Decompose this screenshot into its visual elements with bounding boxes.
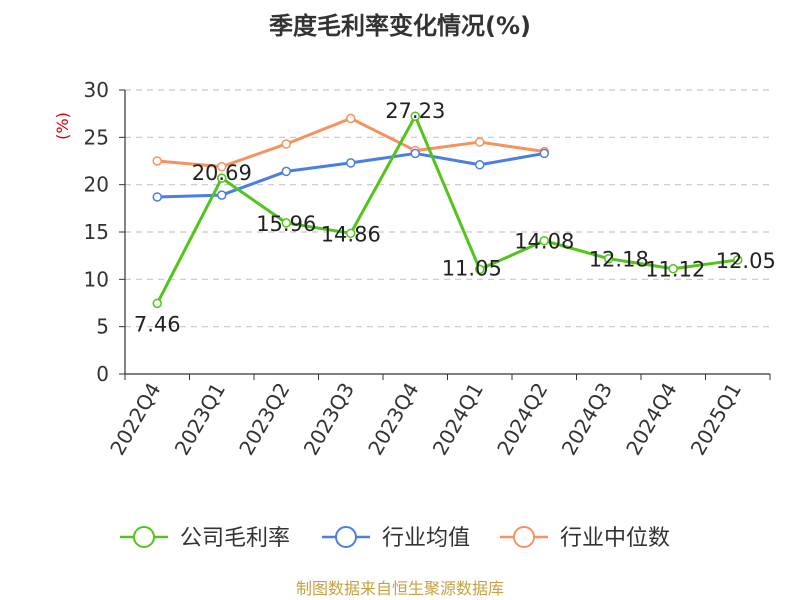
legend-item-industry-median[interactable]: 行业中位数 xyxy=(500,526,670,551)
y-axis-ticks: 0 5 10 15 20 25 30 xyxy=(84,78,125,386)
series-line xyxy=(155,114,738,305)
y-tick-label: 5 xyxy=(96,315,109,339)
x-tick-label: 2023Q1 xyxy=(170,379,230,460)
data-point xyxy=(539,148,549,159)
y-tick-label: 25 xyxy=(84,125,109,149)
legend-marker xyxy=(133,526,155,548)
y-axis-unit-label: (%) xyxy=(53,112,72,140)
x-tick-label: 2024Q4 xyxy=(621,379,681,460)
data-label: 14.08 xyxy=(514,230,574,254)
y-tick-label: 0 xyxy=(96,362,109,386)
legend[interactable]: 公司毛利率 行业均值 行业中位数 xyxy=(120,526,670,551)
data-point xyxy=(217,190,227,200)
x-tick-label: 2023Q3 xyxy=(299,379,359,460)
data-label: 11.05 xyxy=(442,256,502,280)
x-tick-label: 2024Q2 xyxy=(492,379,552,460)
y-tick-label: 20 xyxy=(84,173,109,197)
x-tick-label: 2024Q1 xyxy=(428,379,488,460)
x-tick-label: 2025Q1 xyxy=(686,379,746,460)
data-point xyxy=(346,228,356,239)
data-label: 12.18 xyxy=(589,248,649,272)
grid-lines xyxy=(125,89,770,328)
legend-item-company[interactable]: 公司毛利率 xyxy=(120,526,290,551)
data-point xyxy=(668,263,678,274)
data-label: 27.23 xyxy=(385,99,445,123)
data-point xyxy=(475,160,485,170)
data-label: 14.86 xyxy=(321,222,381,246)
data-label: 11.12 xyxy=(645,258,705,282)
y-tick-label: 10 xyxy=(84,267,109,291)
data-label: 15.96 xyxy=(256,212,316,236)
x-tick-label: 2022Q4 xyxy=(105,379,165,460)
y-tick-label: 30 xyxy=(84,78,109,102)
legend-item-industry-avg[interactable]: 行业均值 xyxy=(322,526,470,551)
legend-label: 行业均值 xyxy=(382,526,470,551)
chart-title: 季度毛利率变化情况(%) xyxy=(269,12,531,40)
data-point xyxy=(410,148,420,159)
legend-label: 公司毛利率 xyxy=(180,526,290,551)
data-label: 20.69 xyxy=(192,161,252,185)
data-point xyxy=(152,156,162,166)
x-tick-label: 2023Q4 xyxy=(363,379,423,460)
legend-marker xyxy=(513,526,535,548)
data-point xyxy=(152,298,162,309)
data-point xyxy=(539,235,549,246)
data-point xyxy=(217,161,227,172)
data-point xyxy=(475,137,485,147)
series-layer xyxy=(152,111,743,309)
data-point xyxy=(604,253,614,264)
y-tick-label: 15 xyxy=(84,220,109,244)
data-label: 12.05 xyxy=(716,249,776,273)
data-point xyxy=(346,113,356,124)
data-point xyxy=(152,192,162,202)
data-point xyxy=(733,255,743,265)
data-point xyxy=(410,111,420,121)
data-point xyxy=(281,139,291,149)
x-tick-label: 2024Q3 xyxy=(557,379,617,460)
data-point xyxy=(217,173,227,183)
data-point xyxy=(475,264,485,275)
data-point xyxy=(346,158,356,168)
data-point xyxy=(281,218,291,228)
data-label: 7.46 xyxy=(134,312,181,336)
legend-label: 行业中位数 xyxy=(560,526,670,551)
x-axis-ticks: 2022Q4 2023Q1 2023Q2 2023Q3 2023Q4 2024Q1 2024… xyxy=(105,374,771,460)
data-point xyxy=(281,166,291,177)
x-tick-label: 2023Q2 xyxy=(234,379,294,460)
legend-marker xyxy=(335,526,357,548)
source-note: 制图数据来自恒生聚源数据库 xyxy=(296,579,504,598)
